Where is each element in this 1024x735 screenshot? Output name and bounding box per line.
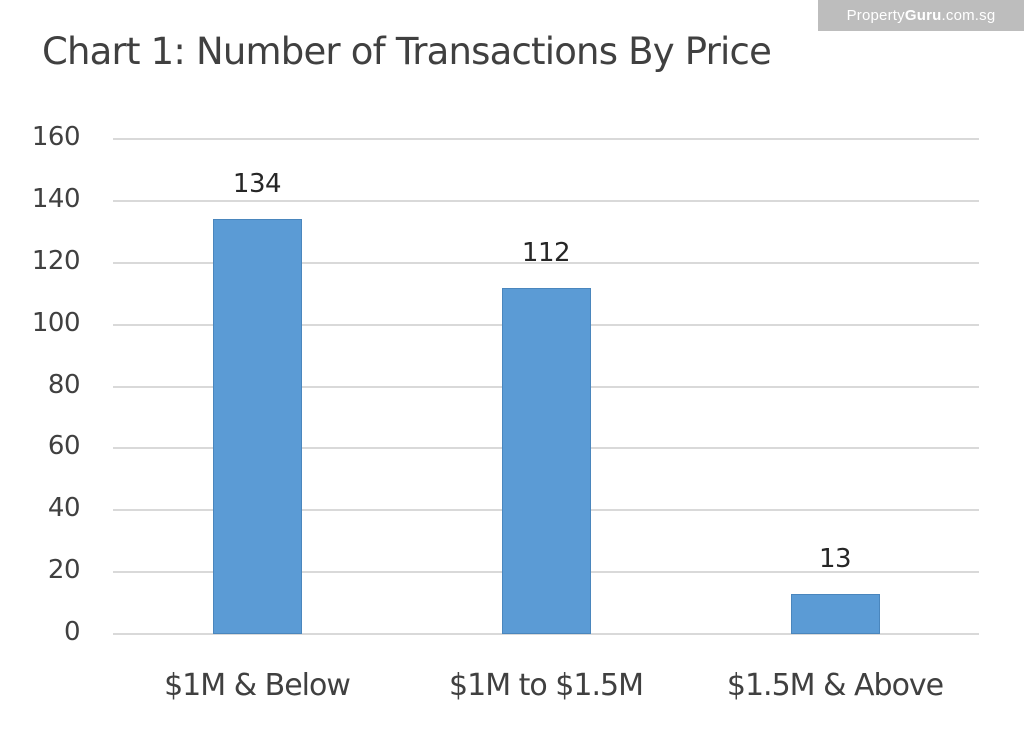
propertyguru-watermark: PropertyGuru.com.sg: [818, 0, 1024, 31]
gridline: [113, 199, 979, 202]
bar-data-label: 134: [232, 169, 282, 200]
bar: [501, 287, 591, 634]
bar-data-label: 13: [818, 543, 852, 574]
y-axis-tick-label: 120: [31, 245, 81, 276]
chart-title: Chart 1: Number of Transactions By Price: [42, 30, 772, 73]
y-axis-tick-label: 80: [47, 369, 81, 400]
y-axis-tick-label: 160: [31, 122, 81, 152]
y-axis-tick-label: 0: [63, 617, 81, 647]
x-axis-category-label: $1M to $1.5M: [449, 668, 644, 703]
y-axis-tick-label: 60: [47, 431, 81, 462]
y-axis-tick-label: 100: [31, 307, 81, 338]
x-axis-category-label: $1.5M & Above: [726, 668, 944, 703]
y-axis-tick-label: 40: [47, 493, 81, 524]
bar: [212, 219, 302, 634]
y-axis-tick-label: 140: [31, 183, 81, 214]
x-axis-category-label: $1M & Below: [164, 668, 351, 703]
y-axis-tick-label: 20: [47, 555, 81, 586]
bar-data-label: 112: [521, 237, 571, 268]
bar: [790, 593, 880, 634]
gridline: [113, 138, 979, 140]
gridline: [113, 261, 979, 264]
gridline: [113, 633, 979, 635]
